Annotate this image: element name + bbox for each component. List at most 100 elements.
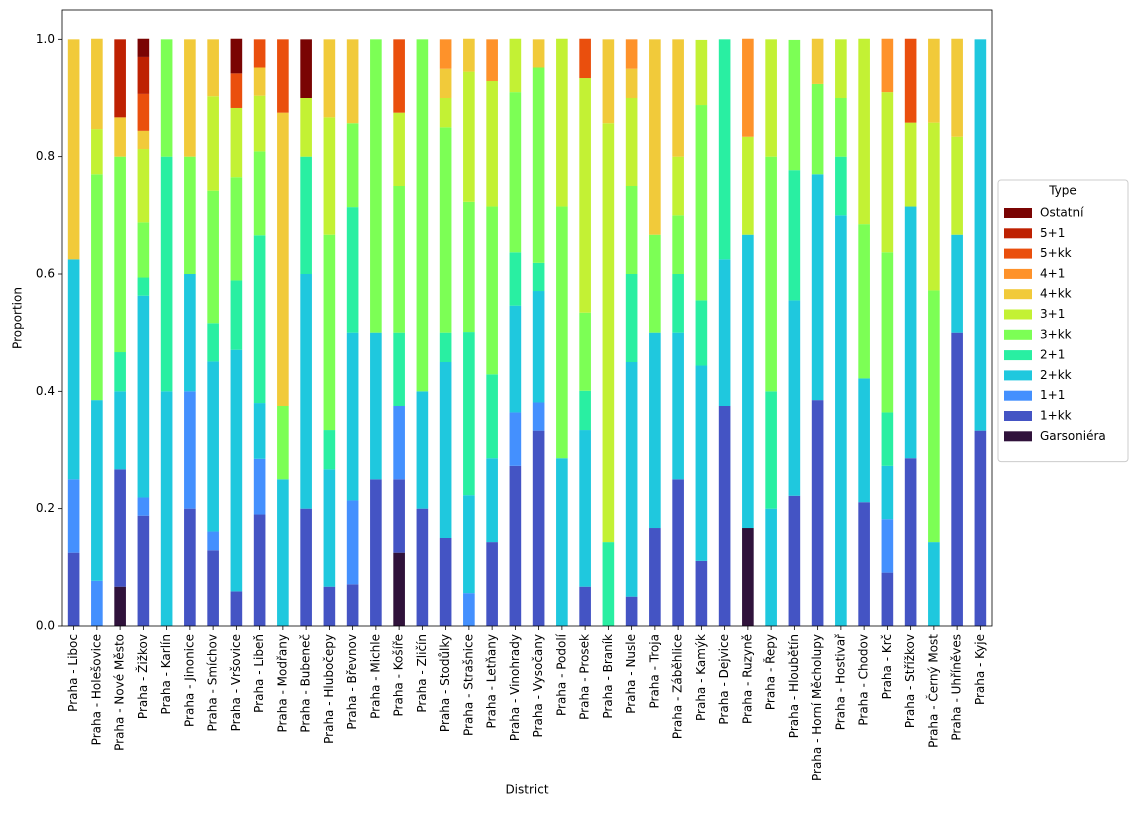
bar-segment	[253, 67, 266, 96]
bar-segment	[346, 500, 359, 585]
y-tick-label: 0.6	[36, 267, 55, 281]
bar-segment	[207, 361, 219, 532]
bar-segment	[67, 39, 80, 260]
bar-segment	[230, 38, 243, 74]
bar-segment	[625, 274, 638, 362]
bar-segment	[509, 465, 522, 626]
bar-segment	[649, 234, 661, 333]
bar-segment	[137, 130, 150, 150]
bar-segment	[253, 39, 266, 68]
bar-segment	[67, 552, 80, 626]
legend-label: 4+1	[1040, 266, 1065, 280]
bar-segment	[346, 332, 359, 501]
bar-segment	[672, 332, 684, 480]
x-tick-label: Praha - Hostivař	[833, 633, 847, 730]
legend-swatch	[1004, 431, 1032, 442]
bar-segment	[393, 479, 405, 553]
x-tick-label: Praha - Řepy	[763, 634, 778, 710]
bar-segment	[579, 430, 591, 587]
bar-segment	[835, 156, 847, 216]
bar-segment	[602, 542, 615, 626]
legend-label: Garsoniéra	[1040, 429, 1106, 443]
legend-label: 2+kk	[1040, 368, 1072, 382]
bar-segment	[904, 458, 917, 626]
y-axis-label: Proportion	[11, 287, 25, 349]
bar-segment	[625, 39, 638, 69]
bar-segment	[672, 479, 684, 626]
bar-segment	[765, 391, 777, 509]
bar-segment	[625, 68, 638, 98]
legend-label: 1+1	[1040, 388, 1065, 402]
bar-segment	[207, 96, 219, 191]
x-tick-label: Praha - Zličín	[415, 634, 429, 713]
bar-segment	[765, 39, 777, 157]
x-axis-label: District	[505, 783, 548, 797]
bar-segment	[346, 39, 359, 124]
bar-segment	[137, 277, 150, 296]
bar-segment	[393, 332, 405, 406]
bar-segment	[695, 365, 708, 561]
x-tick-label: Praha - Břevnov	[345, 634, 359, 730]
bar-segment	[393, 39, 405, 113]
x-tick-label: Praha - Střížkov	[903, 634, 917, 728]
bar-segment	[602, 123, 615, 543]
bar-segment	[137, 295, 150, 498]
bar-segment	[742, 528, 754, 626]
bar-segment	[486, 374, 498, 459]
bar-segment	[625, 362, 638, 597]
x-tick-label: Praha - Smíchov	[206, 634, 220, 732]
legend-swatch	[1004, 411, 1032, 421]
bar-segment	[532, 67, 545, 263]
bar-segment	[91, 174, 103, 401]
bar-segment	[602, 39, 615, 124]
x-tick-label: Praha - Nusle	[624, 634, 638, 714]
bar-segment	[811, 400, 824, 626]
bar-segment	[765, 508, 777, 626]
bar-segment	[858, 224, 870, 379]
bar-segment	[67, 259, 80, 480]
bar-segment	[579, 78, 591, 313]
bar-segment	[463, 71, 475, 202]
bar-segment	[742, 38, 754, 137]
bar-segment	[532, 39, 545, 68]
bar-segment	[346, 123, 359, 208]
x-tick-label: Praha - Košíře	[392, 634, 406, 716]
bar-segment	[928, 542, 940, 626]
legend-swatch	[1004, 228, 1032, 239]
bar-segment	[253, 95, 266, 152]
x-tick-label: Praha - Vysočany	[531, 634, 545, 737]
bar-segment	[300, 274, 312, 509]
x-tick-label: Praha - Modřany	[275, 634, 289, 733]
bar-segment	[137, 149, 150, 223]
x-tick-label: Praha - Prosek	[578, 634, 592, 720]
bar-segment	[323, 234, 336, 431]
bar-segment	[323, 586, 336, 626]
bar-segment	[323, 117, 336, 235]
bar-segment	[393, 552, 405, 626]
bar-segment	[881, 252, 894, 413]
legend-swatch	[1004, 390, 1032, 401]
bar-segment	[579, 586, 591, 626]
bar-segment	[230, 349, 243, 592]
bar-segment	[695, 105, 708, 301]
bar-segment	[486, 458, 498, 543]
legend-swatch	[1004, 350, 1032, 361]
bar-segment	[393, 406, 405, 480]
bar-segment	[253, 403, 266, 459]
bar-segment	[742, 136, 754, 235]
x-tick-label: Praha - Holešovice	[89, 634, 103, 745]
bar-segment	[579, 390, 591, 431]
legend-swatch	[1004, 248, 1032, 259]
bar-segment	[625, 596, 638, 626]
bar-segment	[160, 156, 173, 392]
x-tick-label: Praha - Vinohrady	[508, 634, 522, 741]
bar-segment	[439, 362, 452, 538]
bar-segment	[91, 129, 103, 175]
bar-segment	[277, 406, 289, 480]
y-tick-label: 0.4	[36, 384, 55, 398]
bar-segment	[463, 38, 475, 72]
bar-segment	[649, 39, 661, 235]
legend-swatch	[1004, 268, 1032, 279]
bar-segment	[463, 332, 475, 496]
bar-segment	[556, 38, 568, 207]
